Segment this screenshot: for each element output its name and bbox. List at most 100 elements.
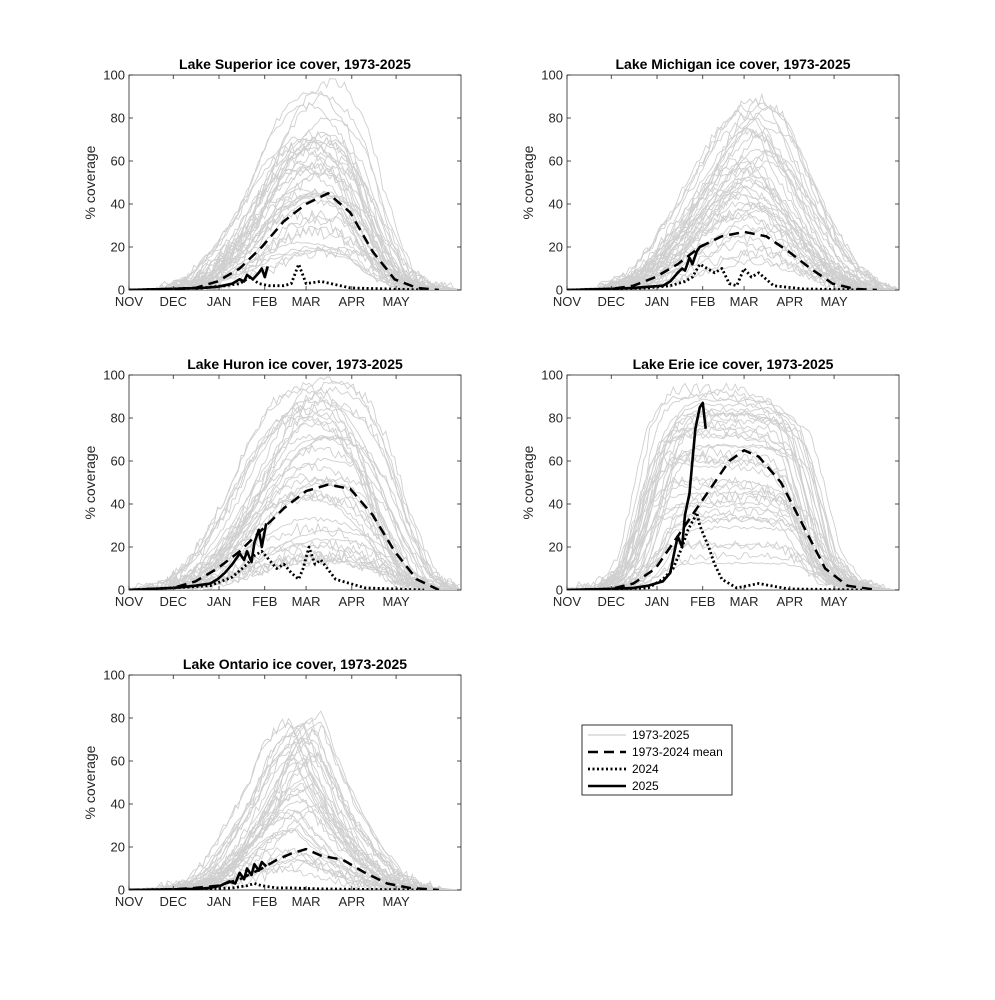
history-line — [129, 415, 460, 590]
series-2025 — [129, 266, 269, 290]
x-tick-label: NOV — [115, 894, 144, 909]
series-mean — [129, 483, 440, 590]
series-2025 — [129, 523, 268, 590]
x-tick-label: MAR — [292, 594, 321, 609]
y-tick-label: 60 — [111, 154, 125, 169]
history-line — [567, 454, 898, 590]
x-tick-label: APR — [776, 594, 803, 609]
series-2025 — [129, 860, 268, 890]
series-2025 — [567, 243, 705, 290]
x-tick-label: APR — [338, 594, 365, 609]
y-axis-label: % coverage — [82, 145, 98, 219]
history-line — [567, 382, 898, 590]
y-axis-label: % coverage — [82, 745, 98, 819]
x-tick-label: NOV — [553, 594, 582, 609]
x-tick-label: MAR — [292, 894, 321, 909]
x-tick-label: MAR — [292, 294, 321, 309]
y-tick-label: 80 — [549, 111, 563, 126]
x-tick-label: APR — [776, 294, 803, 309]
history-line — [129, 165, 460, 290]
y-tick-label: 40 — [111, 197, 125, 212]
series-2025 — [567, 401, 707, 590]
legend-box — [581, 724, 733, 796]
y-tick-label: 40 — [111, 497, 125, 512]
x-tick-label: JAN — [645, 594, 670, 609]
y-tick-label: 80 — [111, 111, 125, 126]
legend-label: 2025 — [632, 779, 659, 793]
x-tick-label: JAN — [645, 294, 670, 309]
y-tick-label: 20 — [111, 540, 125, 555]
history-line — [567, 409, 898, 590]
data-layer — [129, 376, 460, 590]
y-tick-label: 20 — [111, 240, 125, 255]
data-layer — [129, 78, 460, 290]
series-mean — [567, 230, 877, 290]
series-2024 — [567, 262, 863, 290]
x-tick-label: MAY — [382, 294, 410, 309]
history-line — [129, 136, 460, 290]
x-tick-label: JAN — [207, 594, 232, 609]
x-tick-label: JAN — [207, 294, 232, 309]
chart-panel-2: 0 20 40 60 80 100 NOV DEC JAN FEB MAR APR MAY Lake Hu… — [82, 356, 462, 609]
chart-panel-0: 0 20 40 60 80 100 NOV DEC JAN FEB MAR APR MAY Lake Su… — [82, 56, 462, 309]
x-tick-label: FEB — [252, 894, 277, 909]
x-tick-label: NOV — [115, 294, 144, 309]
chart-title: Lake Ontario ice cover, 1973-2025 — [183, 656, 407, 672]
y-tick-label: 100 — [541, 68, 563, 83]
y-tick-label: 40 — [111, 797, 125, 812]
data-layer — [567, 92, 898, 290]
history-line — [567, 182, 898, 290]
chart-title: Lake Michigan ice cover, 1973-2025 — [615, 56, 850, 72]
history-line — [129, 160, 460, 290]
y-tick-label: 20 — [111, 840, 125, 855]
x-tick-label: MAR — [730, 594, 759, 609]
x-tick-label: MAR — [730, 294, 759, 309]
y-axis-label: % coverage — [520, 445, 536, 519]
y-tick-label: 40 — [549, 497, 563, 512]
y-tick-label: 80 — [111, 411, 125, 426]
y-tick-label: 100 — [541, 368, 563, 383]
y-tick-label: 100 — [103, 68, 125, 83]
x-tick-label: NOV — [553, 294, 582, 309]
chart-title: Lake Huron ice cover, 1973-2025 — [187, 356, 403, 372]
x-tick-label: MAY — [382, 894, 410, 909]
x-tick-label: APR — [338, 294, 365, 309]
series-2024 — [129, 262, 425, 290]
y-tick-label: 20 — [549, 240, 563, 255]
chart-panel-4: 0 20 40 60 80 100 NOV DEC JAN FEB MAR APR MAY Lake On… — [82, 656, 462, 909]
x-tick-label: MAY — [382, 594, 410, 609]
y-tick-label: 60 — [111, 454, 125, 469]
y-tick-label: 60 — [111, 754, 125, 769]
x-tick-label: MAY — [820, 294, 848, 309]
history-line — [567, 393, 898, 590]
x-tick-label: FEB — [252, 594, 277, 609]
history-line — [567, 128, 898, 290]
x-tick-label: MAY — [820, 594, 848, 609]
history-line — [567, 445, 898, 590]
y-axis-label: % coverage — [520, 145, 536, 219]
series-2024 — [567, 511, 863, 590]
history-line — [129, 402, 460, 590]
x-tick-label: DEC — [160, 594, 187, 609]
data-layer — [567, 382, 898, 590]
history-line — [129, 435, 460, 590]
history-line — [129, 90, 460, 290]
y-tick-label: 0 — [556, 583, 563, 598]
chart-title: Lake Erie ice cover, 1973-2025 — [633, 356, 834, 372]
history-line — [567, 224, 898, 290]
y-tick-label: 100 — [103, 668, 125, 683]
x-tick-label: DEC — [598, 594, 625, 609]
chart-panel-1: 0 20 40 60 80 100 NOV DEC JAN FEB MAR APR MAY Lake Mi… — [520, 56, 900, 309]
x-tick-label: FEB — [690, 594, 715, 609]
x-tick-label: DEC — [598, 294, 625, 309]
legend: 1973-2025 1973-2024 mean 2024 2025 — [581, 724, 733, 796]
x-tick-label: FEB — [252, 294, 277, 309]
x-tick-label: FEB — [690, 294, 715, 309]
y-tick-label: 0 — [118, 283, 125, 298]
y-tick-label: 60 — [549, 154, 563, 169]
y-tick-label: 80 — [111, 711, 125, 726]
x-tick-label: NOV — [115, 594, 144, 609]
plot-area — [128, 674, 462, 891]
history-line — [567, 475, 898, 590]
